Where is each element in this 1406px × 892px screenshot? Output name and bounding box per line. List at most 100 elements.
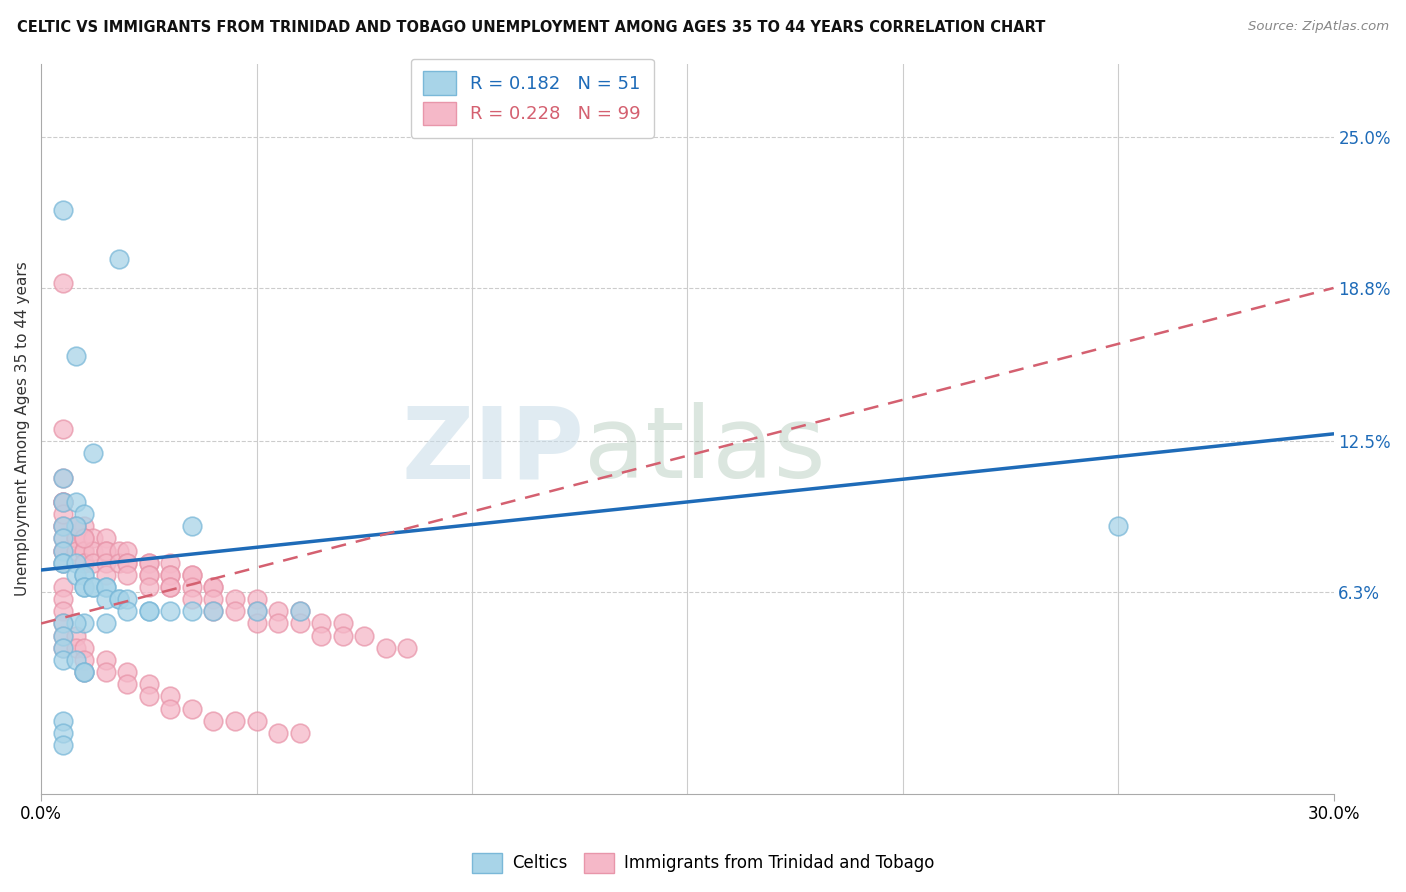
Point (1107, 519, 1129, 533)
Point (65, 653, 87, 667)
Point (288, 604, 311, 618)
Point (94, 665, 117, 679)
Point (94, 616, 117, 631)
Point (52, 640, 75, 655)
Point (65, 349, 87, 363)
Point (94, 567, 117, 582)
Point (245, 616, 267, 631)
Legend: R = 0.182   N = 51, R = 0.228   N = 99: R = 0.182 N = 51, R = 0.228 N = 99 (411, 59, 654, 137)
Point (65, 519, 87, 533)
Point (202, 592, 225, 607)
Point (73, 532, 96, 546)
Point (159, 690, 181, 704)
Point (73, 640, 96, 655)
Point (159, 701, 181, 715)
Point (117, 543, 139, 558)
Point (65, 495, 87, 509)
Point (180, 604, 202, 618)
Point (202, 580, 225, 594)
Point (159, 567, 181, 582)
Point (94, 543, 117, 558)
Point (180, 592, 202, 607)
Point (52, 653, 75, 667)
Point (52, 604, 75, 618)
Point (288, 616, 311, 631)
Y-axis label: Unemployment Among Ages 35 to 44 years: Unemployment Among Ages 35 to 44 years (15, 261, 30, 597)
Point (138, 556, 160, 570)
Point (138, 556, 160, 570)
Point (138, 677, 160, 691)
Point (52, 507, 75, 521)
Point (52, 495, 75, 509)
Point (73, 543, 96, 558)
Point (73, 580, 96, 594)
Point (107, 543, 129, 558)
Point (52, 532, 75, 546)
Point (224, 604, 246, 618)
Point (202, 580, 225, 594)
Point (267, 616, 290, 631)
Point (52, 495, 75, 509)
Point (180, 567, 202, 582)
Point (245, 714, 267, 728)
Point (65, 616, 87, 631)
Point (52, 470, 75, 484)
Point (52, 519, 75, 533)
Point (65, 532, 87, 546)
Point (73, 543, 96, 558)
Point (202, 604, 225, 618)
Point (202, 714, 225, 728)
Point (65, 519, 87, 533)
Point (52, 495, 75, 509)
Point (52, 629, 75, 643)
Point (52, 276, 75, 290)
Point (138, 604, 160, 618)
Point (374, 640, 396, 655)
Point (332, 629, 354, 643)
Point (82, 580, 104, 594)
Point (138, 690, 160, 704)
Point (52, 616, 75, 631)
Text: ZIP: ZIP (401, 402, 583, 500)
Point (267, 726, 290, 740)
Point (52, 616, 75, 631)
Point (52, 543, 75, 558)
Point (65, 567, 87, 582)
Point (117, 556, 139, 570)
Point (52, 556, 75, 570)
Point (52, 629, 75, 643)
Point (52, 422, 75, 436)
Point (65, 556, 87, 570)
Text: Source: ZipAtlas.com: Source: ZipAtlas.com (1249, 20, 1389, 33)
Point (288, 726, 311, 740)
Point (52, 556, 75, 570)
Point (245, 604, 267, 618)
Point (117, 665, 139, 679)
Point (73, 532, 96, 546)
Point (107, 592, 129, 607)
Point (52, 592, 75, 607)
Point (73, 507, 96, 521)
Point (94, 532, 117, 546)
Point (52, 532, 75, 546)
Point (94, 580, 117, 594)
Point (94, 592, 117, 607)
Point (73, 665, 96, 679)
Point (245, 604, 267, 618)
Point (65, 543, 87, 558)
Point (65, 629, 87, 643)
Point (73, 567, 96, 582)
Point (52, 714, 75, 728)
Point (180, 567, 202, 582)
Point (107, 252, 129, 266)
Point (159, 556, 181, 570)
Point (159, 580, 181, 594)
Point (82, 446, 104, 460)
Point (52, 543, 75, 558)
Point (396, 640, 419, 655)
Text: CELTIC VS IMMIGRANTS FROM TRINIDAD AND TOBAGO UNEMPLOYMENT AMONG AGES 35 TO 44 Y: CELTIC VS IMMIGRANTS FROM TRINIDAD AND T… (17, 20, 1045, 35)
Point (138, 567, 160, 582)
Point (73, 532, 96, 546)
Point (73, 580, 96, 594)
Point (332, 616, 354, 631)
